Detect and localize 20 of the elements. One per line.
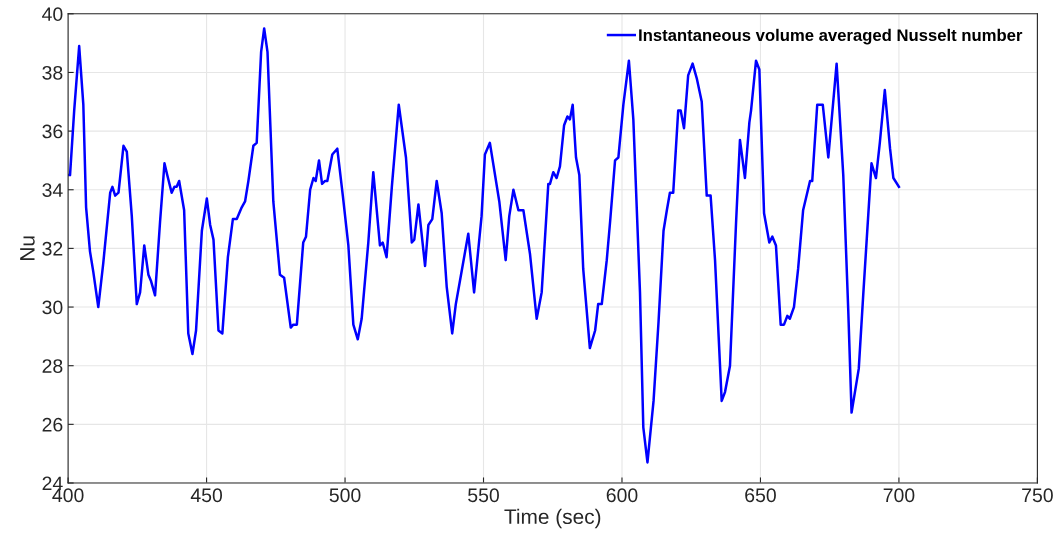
x-axis-title: Time (sec)	[504, 508, 601, 529]
x-tick-label: 600	[606, 488, 638, 503]
x-tick-label: 500	[329, 488, 361, 503]
y-tick-label: 32	[42, 241, 63, 256]
y-tick-label: 34	[42, 183, 63, 197]
y-tick-label: 30	[42, 300, 63, 315]
x-tick-label: 450	[190, 488, 223, 503]
y-tick-label: 40	[42, 7, 63, 22]
x-tick-label: 650	[745, 488, 776, 503]
x-tick-label: 700	[883, 488, 915, 503]
legend-label: Instantaneous volume averaged Nusselt number	[639, 28, 1023, 45]
y-tick-label: 38	[42, 65, 63, 80]
y-tick-label: 36	[42, 124, 63, 139]
x-tick-label: 750	[1022, 488, 1053, 503]
y-tick-label: 24	[42, 476, 63, 491]
y-tick-label: 28	[42, 359, 63, 373]
x-tick-label: 400	[52, 488, 84, 503]
x-tick-label: 550	[468, 488, 499, 503]
y-tick-label: 26	[42, 417, 63, 432]
y-axis-title: Nu	[20, 236, 35, 261]
